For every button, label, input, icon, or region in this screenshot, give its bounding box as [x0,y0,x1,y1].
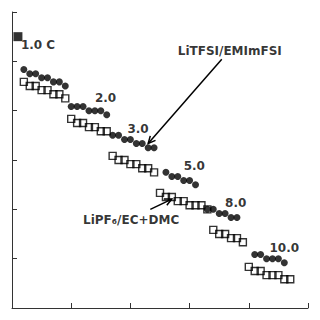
svg-text:8.0: 8.0 [225,196,246,210]
svg-text:LiPF₆/EC+DMC: LiPF₆/EC+DMC [83,213,179,227]
svg-text:5.0: 5.0 [184,159,205,173]
svg-text:3.0: 3.0 [127,122,148,136]
svg-text:10.0: 10.0 [270,241,300,255]
svg-text:1.0 C: 1.0 C [21,38,55,52]
svg-text:2.0: 2.0 [95,91,116,105]
svg-text:LiTFSI/EMImFSI: LiTFSI/EMImFSI [178,44,282,58]
